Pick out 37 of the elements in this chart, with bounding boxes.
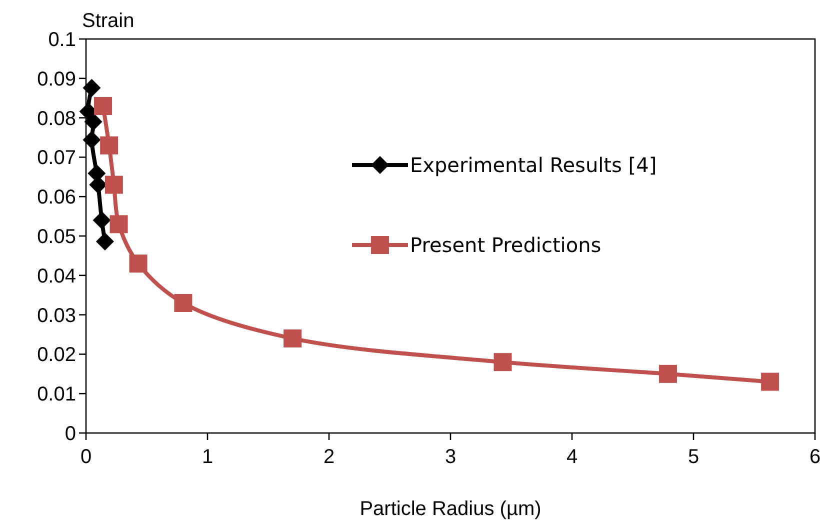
y-tick-label: 0.03 bbox=[37, 304, 76, 327]
point bbox=[92, 211, 111, 230]
y-tick-label: 0 bbox=[64, 423, 76, 445]
point bbox=[82, 78, 101, 97]
x-tick-label: 6 bbox=[809, 446, 821, 468]
point bbox=[104, 176, 123, 194]
point bbox=[96, 232, 114, 251]
y-tick-label: 0.09 bbox=[37, 68, 76, 90]
y-tick-label: 0.04 bbox=[37, 265, 76, 288]
y-tick-label: 0.07 bbox=[37, 147, 76, 170]
x-tick-label: 0 bbox=[80, 446, 92, 468]
point bbox=[658, 364, 677, 383]
point bbox=[174, 294, 192, 312]
y-tick-label: 0.01 bbox=[37, 384, 76, 406]
point bbox=[284, 329, 302, 348]
x-tick-label: 1 bbox=[202, 446, 214, 468]
point bbox=[94, 96, 112, 115]
y-tick-label: 0.1 bbox=[48, 29, 76, 51]
point bbox=[82, 130, 101, 149]
point bbox=[761, 372, 780, 391]
y-tick-label: 0.08 bbox=[37, 108, 76, 130]
legend-label: Experimental Results [4] bbox=[410, 153, 657, 177]
point bbox=[100, 136, 118, 154]
legend-label: Present Predictions bbox=[410, 233, 602, 257]
y-tick-label: 0.06 bbox=[37, 186, 76, 209]
point bbox=[129, 254, 148, 273]
point bbox=[110, 215, 128, 234]
x-tick-label: 5 bbox=[688, 446, 700, 468]
x-tick-label: 2 bbox=[323, 446, 335, 468]
x-axis-title: Particle Radius (µm) bbox=[360, 498, 542, 520]
point bbox=[84, 112, 102, 131]
y-axis-title: Strain bbox=[82, 10, 134, 32]
x-tick-label: 4 bbox=[566, 446, 578, 468]
y-tick-label: 0.02 bbox=[37, 344, 76, 366]
y-tick-label: 0.05 bbox=[37, 226, 76, 248]
point bbox=[494, 353, 512, 372]
x-tick-label: 3 bbox=[444, 446, 456, 468]
